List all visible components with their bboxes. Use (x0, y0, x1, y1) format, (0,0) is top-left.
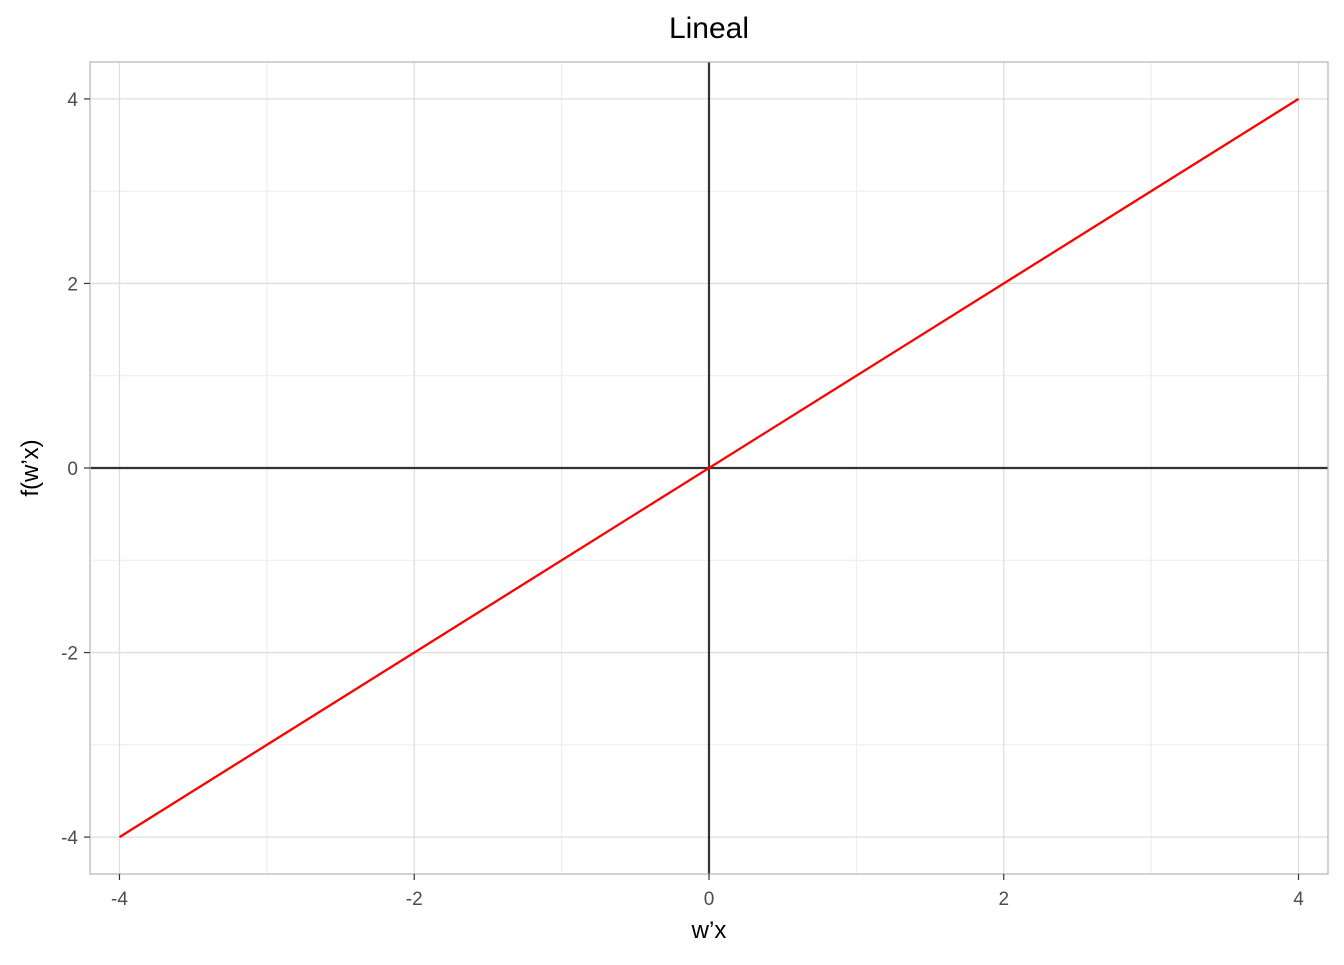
series-line (118, 97, 1300, 839)
x-tick-label: -4 (111, 889, 128, 910)
y-axis-ticks: -4 -2 0 2 4 (61, 90, 90, 849)
y-tick-label: 0 (67, 459, 78, 480)
x-axis-title: w’x (691, 917, 727, 944)
x-axis-ticks: -4 -2 0 2 4 (111, 874, 1304, 910)
series-layer (118, 97, 1300, 839)
x-tick-label: -2 (406, 889, 423, 910)
y-tick-label: 2 (67, 274, 78, 295)
x-tick-label: 0 (704, 889, 715, 910)
y-tick-label: -2 (61, 644, 78, 665)
chart-title: Lineal (669, 12, 749, 45)
y-axis-title: f(w’x) (17, 439, 44, 496)
y-tick-label: 4 (67, 90, 78, 111)
y-tick-label: -4 (61, 828, 78, 849)
x-tick-label: 2 (998, 889, 1009, 910)
x-tick-label: 4 (1293, 889, 1304, 910)
